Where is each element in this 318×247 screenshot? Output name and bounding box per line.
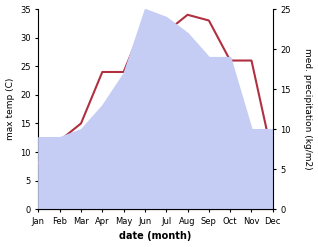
X-axis label: date (month): date (month) [119,231,192,242]
Y-axis label: med. precipitation (kg/m2): med. precipitation (kg/m2) [303,48,313,170]
Y-axis label: max temp (C): max temp (C) [5,78,15,140]
